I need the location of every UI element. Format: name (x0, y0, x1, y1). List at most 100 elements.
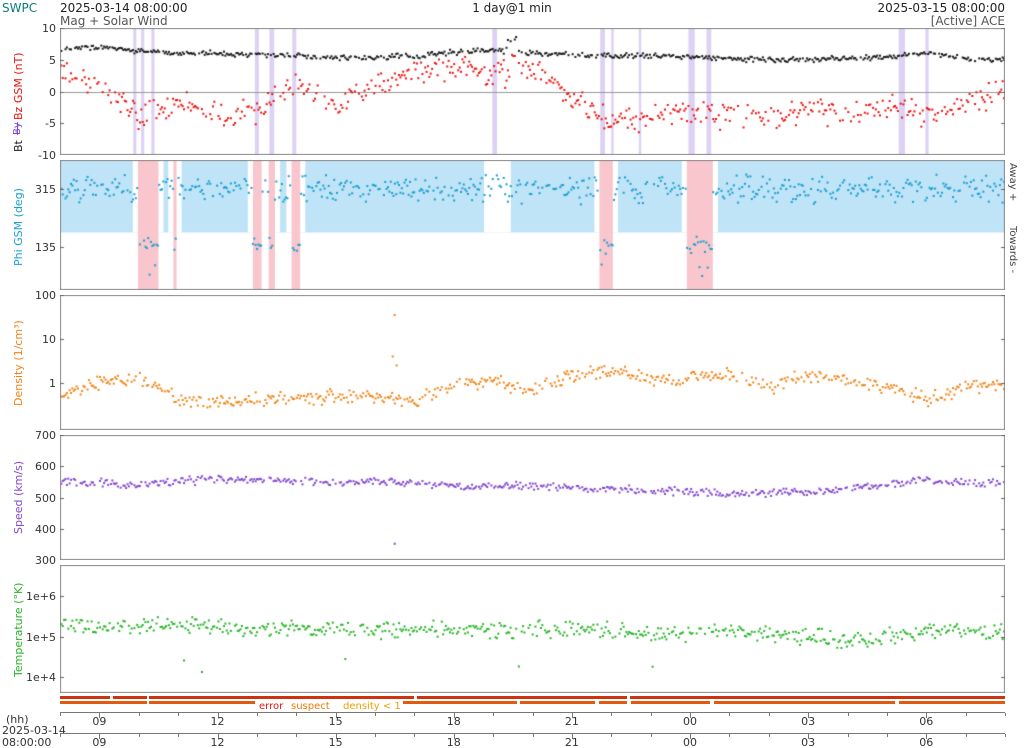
time-axis-1 (60, 712, 1005, 713)
time-axis-tick (808, 734, 810, 739)
status-bar-row2-segment (898, 701, 1005, 704)
panel-speed (60, 435, 1005, 560)
status-bar-row2-segment (713, 701, 895, 704)
time-axis-tick (375, 734, 376, 737)
time-axis-tick (886, 734, 888, 737)
status-bar-row1-segment (112, 696, 147, 699)
time-axis-tick (690, 734, 691, 739)
mag-plot-canvas (60, 28, 1005, 155)
time-axis-tick (138, 713, 140, 716)
status-bar-row1-segment (630, 696, 1005, 699)
time-axis-tick (808, 713, 810, 718)
time-axis-tick (768, 713, 770, 716)
phi-axis-label: Phi GSM (deg) (12, 188, 25, 266)
time-axis-tick (571, 713, 573, 718)
time-axis-tick (729, 713, 731, 716)
time-axis-tick (138, 734, 140, 737)
ytick-mag-10: 10 (42, 22, 56, 35)
time-axis-tick (611, 734, 613, 737)
panel-phi (60, 160, 1005, 290)
time-axis-tick (886, 713, 888, 716)
status-bar-row2-segment (519, 701, 596, 704)
hour-label-12-axis1: 12 (210, 715, 225, 728)
ytick-phi-135: 135 (35, 241, 56, 254)
time-axis-tick (650, 713, 652, 716)
panel-density (60, 295, 1005, 430)
time-axis-tick (414, 713, 416, 716)
ytick-speed-600: 600 (35, 460, 56, 473)
temperature-plot-canvas (60, 565, 1005, 693)
plot-end-time: 2025-03-15 08:00:00 (877, 1, 1005, 15)
hour-label-06-axis1: 06 (919, 715, 934, 728)
panel-mag (60, 28, 1005, 155)
time-axis-tick (532, 713, 534, 716)
hour-label-21-axis2: 21 (564, 736, 579, 748)
towards-sector-label: Towards - (1007, 226, 1018, 274)
time-axis-tick (768, 734, 770, 737)
time-axis-tick (178, 734, 180, 737)
panel-temperature (60, 565, 1005, 693)
status-bar-row2-segment (630, 701, 710, 704)
footer-time: 08:00:00 (2, 736, 52, 748)
status-bar-row1-segment (416, 696, 627, 699)
status-bar-row2-segment (398, 701, 517, 704)
time-axis-tick (493, 713, 495, 716)
ytick-mag--10: -10 (38, 149, 56, 162)
time-axis-tick (926, 713, 928, 718)
time-axis-tick (335, 734, 337, 739)
time-axis-tick (1005, 713, 1006, 716)
ytick-temperature-1e+4: 1e+4 (26, 671, 56, 684)
hour-label-15-axis2: 15 (328, 736, 343, 748)
time-axis-tick (650, 734, 652, 737)
time-axis-tick (99, 713, 101, 718)
legend-density: density < 1 (341, 701, 403, 712)
ytick-temperature-1e+5: 1e+5 (26, 631, 56, 644)
hour-label-03-axis2: 03 (801, 736, 816, 748)
time-axis-tick (847, 734, 849, 737)
time-axis-tick (375, 713, 376, 716)
status-bar-row1-segment (148, 696, 415, 699)
time-axis-tick (60, 713, 61, 716)
hour-label-09-axis1: 09 (92, 715, 107, 728)
ytick-speed-700: 700 (35, 429, 56, 442)
time-axis-tick (611, 713, 613, 716)
time-axis-tick (414, 734, 416, 737)
hour-label-00-axis2: 00 (683, 736, 697, 748)
status-bar-row2-segment (148, 701, 255, 704)
legend-error: error (257, 701, 286, 712)
time-axis-tick (99, 734, 101, 739)
ytick-density-1: 1 (49, 377, 56, 390)
time-axis-tick (926, 734, 928, 739)
time-axis-tick (493, 734, 495, 737)
ytick-temperature-1e+6: 1e+6 (26, 590, 56, 603)
time-axis-tick (1005, 734, 1006, 737)
legend-suspect: suspect (289, 701, 332, 712)
status-bar-row1-segment (60, 696, 111, 699)
time-axis-tick (256, 734, 258, 737)
hour-label-12-axis2: 12 (210, 736, 225, 748)
time-axis-tick (217, 713, 219, 718)
hours-unit-label: (hh) (6, 713, 29, 726)
away-sector-label: Away + (1007, 163, 1018, 202)
time-axis-2 (60, 733, 1005, 734)
ytick-density-10: 10 (42, 333, 56, 346)
status-bar-row2-segment (60, 701, 147, 704)
plot-subtitle: Mag + Solar Wind (60, 14, 168, 28)
speed-plot-canvas (60, 435, 1005, 560)
phi-plot-canvas (60, 160, 1005, 290)
time-axis-tick (217, 734, 219, 739)
time-axis-tick (453, 734, 455, 739)
hour-label-03-axis1: 03 (801, 715, 816, 728)
ytick-mag--5: -5 (45, 117, 56, 130)
hour-label-09-axis2: 09 (92, 736, 107, 748)
time-axis-tick (729, 734, 731, 737)
time-axis-tick (847, 713, 849, 716)
hour-label-06-axis2: 06 (919, 736, 934, 748)
ytick-mag-5: 5 (49, 54, 56, 67)
spacecraft-status: [Active] ACE (930, 14, 1005, 28)
status-bar-row2-segment (599, 701, 627, 704)
density-plot-canvas (60, 295, 1005, 430)
time-axis-tick (296, 713, 298, 716)
brand-label: SWPC (2, 1, 38, 15)
ytick-speed-400: 400 (35, 523, 56, 536)
